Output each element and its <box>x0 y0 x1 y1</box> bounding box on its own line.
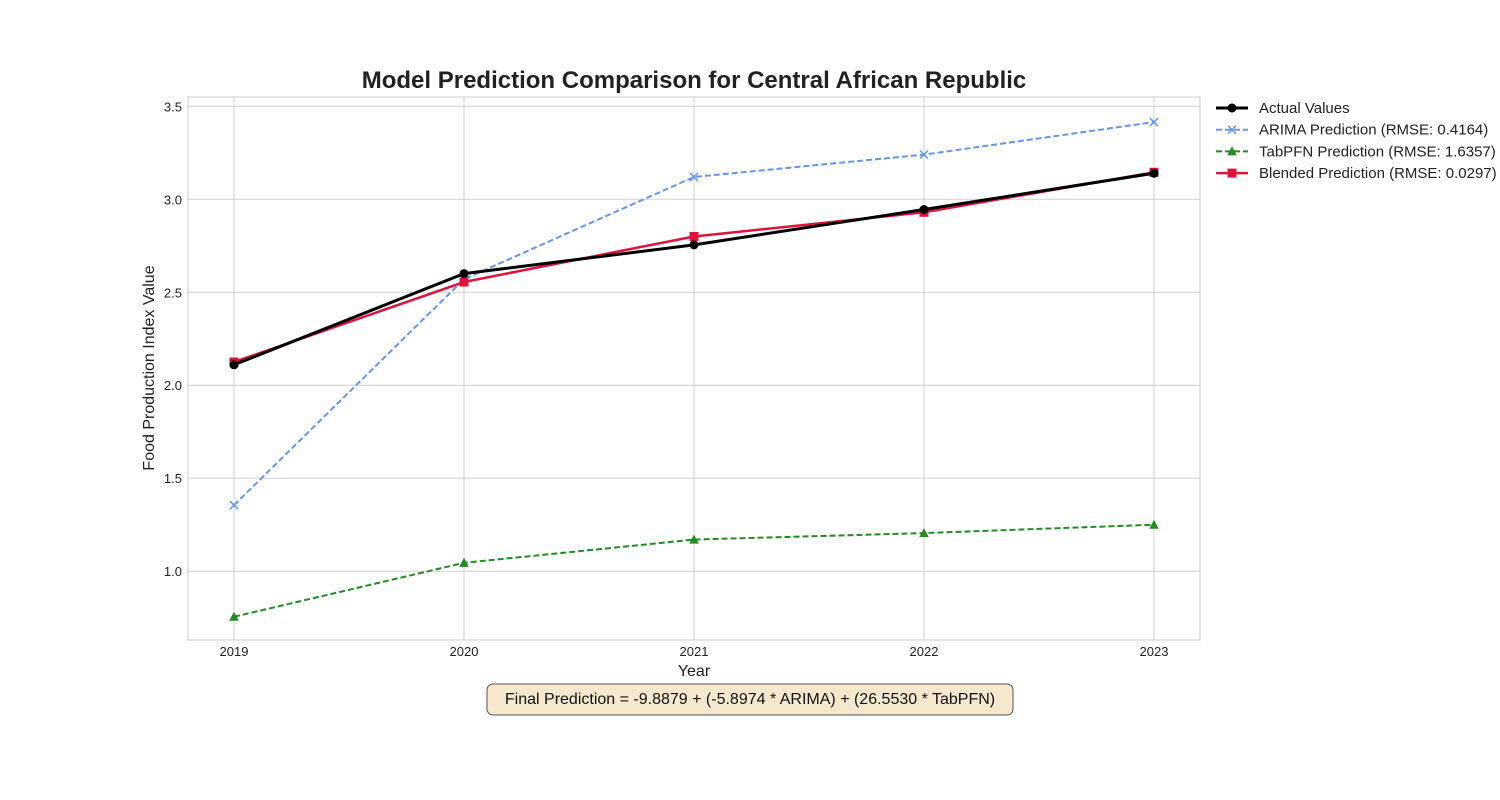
x-tick-label: 2021 <box>680 644 709 659</box>
data-point <box>229 500 239 510</box>
legend-label: Actual Values <box>1259 100 1350 117</box>
series-line <box>233 121 1155 506</box>
x-tick-label: 2019 <box>220 644 249 659</box>
chart-title: Model Prediction Comparison for Central … <box>362 67 1027 94</box>
legend-item-3: Blended Prediction (RMSE: 0.0297) <box>1216 165 1497 182</box>
data-point <box>1149 117 1159 127</box>
data-point <box>1149 168 1159 178</box>
y-tick-label: 2.5 <box>164 285 182 300</box>
data-point <box>919 150 929 160</box>
series-0 <box>229 168 1159 370</box>
legend-marker <box>1227 168 1237 178</box>
legend-item-1: ARIMA Prediction (RMSE: 0.4164) <box>1216 122 1488 139</box>
data-point <box>459 269 469 279</box>
legend-marker <box>1227 125 1237 135</box>
data-point <box>689 172 699 182</box>
legend-label: Blended Prediction (RMSE: 0.0297) <box>1259 165 1497 182</box>
y-tick-label: 3.0 <box>164 192 182 207</box>
legend-item-2: TabPFN Prediction (RMSE: 1.6357) <box>1216 143 1496 160</box>
plot-frame <box>187 96 1201 641</box>
annotation-box <box>486 683 1014 716</box>
data-point <box>689 231 699 241</box>
y-axis-ticks: 1.0 1.5 2.0 2.5 3.0 3.5 <box>164 99 182 579</box>
data-point <box>459 557 469 567</box>
annotation-text: Final Prediction = -9.8879 + (-5.8974 * … <box>505 691 995 708</box>
x-marker-stroke <box>229 500 239 510</box>
series-2 <box>229 519 1159 621</box>
x-axis-ticks: 2019 2020 2021 2022 2023 <box>220 644 1169 659</box>
formula-annotation: Final Prediction = -9.8879 + (-5.8974 * … <box>486 683 1014 716</box>
x-axis-label: Year <box>678 663 711 680</box>
series-group <box>229 117 1159 621</box>
y-tick-label: 3.5 <box>164 99 182 114</box>
legend-item-0: Actual Values <box>1216 100 1350 117</box>
data-point <box>919 205 929 215</box>
data-point <box>229 360 239 370</box>
data-point <box>229 611 239 621</box>
x-tick-label: 2022 <box>910 644 939 659</box>
data-point <box>459 277 469 287</box>
y-axis-label: Food Production Index Value <box>141 265 158 470</box>
legend-label: TabPFN Prediction (RMSE: 1.6357) <box>1259 143 1496 160</box>
x-marker-stroke <box>1227 125 1237 135</box>
data-point <box>689 534 699 544</box>
legend-marker <box>1227 103 1237 113</box>
legend-label: ARIMA Prediction (RMSE: 0.4164) <box>1259 122 1488 139</box>
y-tick-label: 2.0 <box>164 378 182 393</box>
y-tick-label: 1.0 <box>164 564 182 579</box>
data-point <box>689 240 699 250</box>
y-tick-label: 1.5 <box>164 471 182 486</box>
data-point <box>1149 519 1159 529</box>
legend-marker <box>1227 146 1237 156</box>
legend: Actual Values ARIMA Prediction (RMSE: 0.4… <box>1216 100 1497 182</box>
x-tick-label: 2020 <box>450 644 479 659</box>
x-marker-stroke <box>919 150 929 160</box>
x-tick-label: 2023 <box>1140 644 1169 659</box>
data-point <box>919 528 929 538</box>
x-marker-stroke <box>689 172 699 182</box>
series-line <box>233 523 1155 618</box>
x-marker-stroke <box>1149 117 1159 127</box>
